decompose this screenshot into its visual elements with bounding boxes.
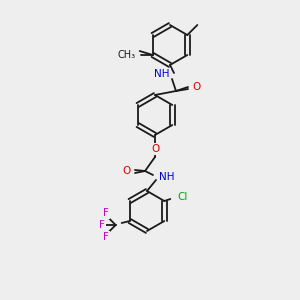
Text: O: O: [123, 166, 131, 176]
Text: NH: NH: [154, 69, 170, 79]
Text: O: O: [151, 144, 159, 154]
Text: F: F: [99, 220, 105, 230]
Text: Cl: Cl: [177, 192, 188, 202]
Text: NH: NH: [159, 172, 175, 182]
Text: F: F: [103, 232, 109, 242]
Text: CH₃: CH₃: [118, 50, 136, 60]
Text: F: F: [103, 208, 109, 218]
Text: O: O: [192, 82, 200, 92]
